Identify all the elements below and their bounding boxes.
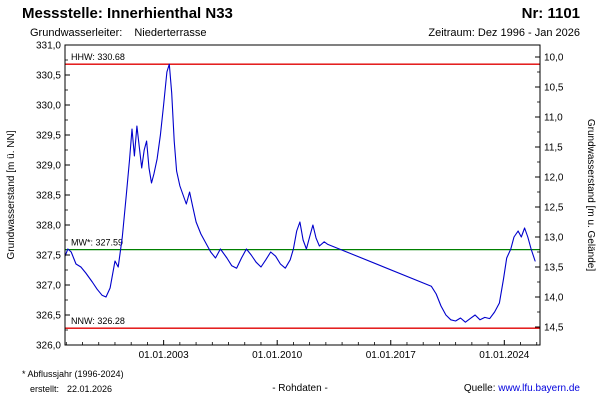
y-left-tick-label: 329,5: [36, 131, 61, 142]
footnote-abflussjahr: * Abflussjahr (1996-2024): [22, 369, 124, 379]
y-right-tick-label: 10,0: [544, 53, 564, 64]
ref-label-mw: MW*: 327.59: [71, 238, 123, 248]
y-right-tick-label: 14,0: [544, 293, 564, 304]
x-tick-label: 01.01.2017: [366, 350, 416, 361]
y-right-tick-label: 13,5: [544, 263, 564, 274]
source-row: Quelle: www.lfu.bayern.de: [464, 383, 580, 394]
y-left-tick-label: 329,0: [36, 161, 61, 172]
y-right-tick-label: 10,5: [544, 83, 564, 94]
header-title-row: Messstelle: Innerhienthal N33 Nr: 1101: [22, 5, 580, 22]
created-row: erstellt: 22.01.2026: [30, 384, 112, 394]
y-right-tick-label: 12,5: [544, 203, 564, 214]
y-left-tick-label: 326,5: [36, 311, 61, 322]
y-left-tick-label: 327,0: [36, 281, 61, 292]
hydrograph-line: [64, 63, 536, 323]
ref-label-hhw: HHW: 330.68: [71, 52, 125, 62]
source-link[interactable]: www.lfu.bayern.de: [498, 383, 580, 394]
y-axis-label-right: Grundwasserstand [m u. Gelände]: [585, 119, 596, 272]
x-tick-label: 01.01.2024: [479, 350, 529, 361]
aquifer-info: Grundwasserleiter: Niederterrasse: [30, 27, 206, 39]
ref-label-nnw: NNW: 326.28: [71, 316, 125, 326]
aquifer-value: Niederterrasse: [134, 27, 207, 39]
y-left-tick-label: 330,5: [36, 71, 61, 82]
source-label: Quelle:: [463, 383, 496, 394]
plot-border: [64, 44, 541, 346]
y-left-tick-label: 327,5: [36, 251, 61, 262]
y-right-tick-label: 12,0: [544, 173, 564, 184]
period-label: Zeitraum: Dez 1996 - Jan 2026: [428, 27, 580, 39]
y-left-tick-label: 331,0: [36, 41, 61, 52]
y-right-tick-label: 11,5: [544, 143, 563, 154]
y-right-tick-label: 13,0: [544, 233, 564, 244]
created-label: erstellt:: [30, 384, 60, 394]
y-left-tick-label: 330,0: [36, 101, 61, 112]
x-tick-label: 01.01.2003: [139, 350, 189, 361]
header-sub-row: Grundwasserleiter: Niederterrasse Zeitrau…: [30, 27, 580, 39]
station-number: Nr: 1101: [521, 5, 580, 22]
y-left-tick-label: 328,0: [36, 221, 61, 232]
y-left-tick-label: 328,5: [36, 191, 61, 202]
created-date: 22.01.2026: [67, 384, 113, 394]
y-right-tick-label: 14,5: [544, 323, 564, 334]
x-tick-label: 01.01.2010: [252, 350, 302, 361]
y-left-tick-label: 326,0: [36, 341, 61, 352]
data-type-label: - Rohdaten -: [272, 383, 328, 394]
y-axis-label-left: Grundwasserstand [m ü. NN]: [6, 130, 17, 259]
aquifer-label: Grundwasserleiter:: [30, 27, 123, 39]
page-title: Messstelle: Innerhienthal N33: [22, 5, 233, 22]
y-right-tick-label: 11,0: [544, 113, 563, 124]
